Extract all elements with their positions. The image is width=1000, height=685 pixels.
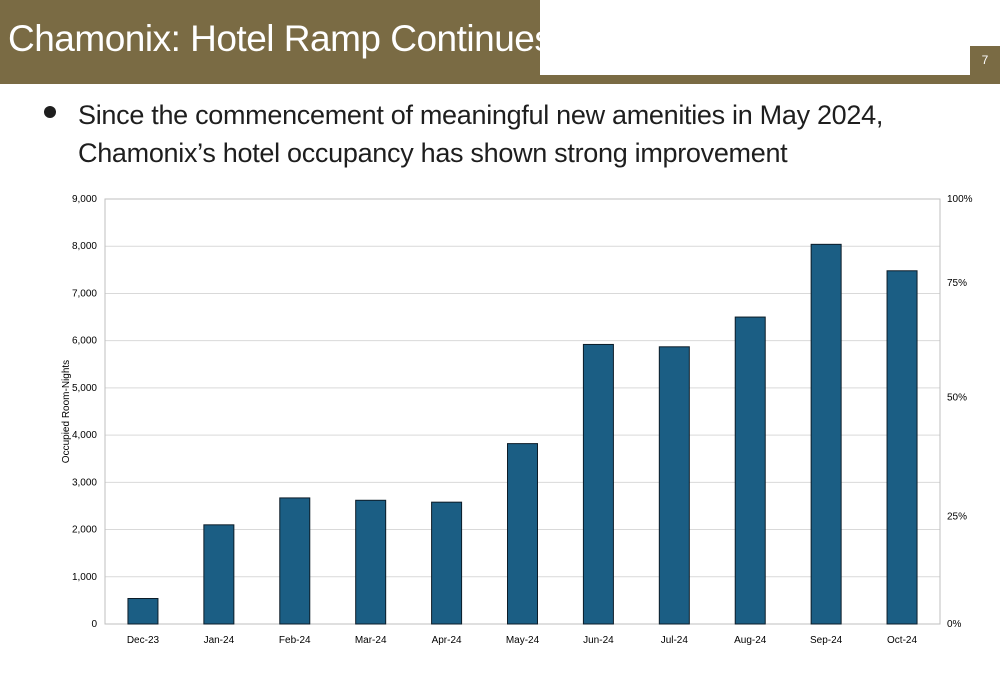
bar (279, 497, 311, 625)
y2-tick-label: 25% (947, 511, 967, 522)
bar (810, 243, 842, 625)
y2-tick-label: 0% (947, 619, 962, 630)
slide-title: Chamonix: Hotel Ramp Continues (8, 18, 553, 59)
x-tick-label: Mar-24 (355, 635, 387, 646)
bar (734, 316, 766, 625)
bar (886, 270, 918, 625)
x-tick-label: Jul-24 (661, 635, 689, 646)
y2-tick-label: 100% (947, 194, 973, 205)
bullet-text: Since the commencement of meaningful new… (78, 100, 884, 168)
bar (431, 501, 463, 625)
y-tick-label: 4,000 (72, 430, 97, 441)
y-tick-label: 1,000 (72, 572, 97, 583)
x-tick-label: Sep-24 (810, 635, 843, 646)
y-tick-label: 0 (91, 619, 97, 630)
y2-tick-label: 75% (947, 278, 967, 289)
bar (355, 499, 387, 625)
bar (582, 343, 614, 625)
y-tick-label: 7,000 (72, 288, 97, 299)
x-tick-label: Aug-24 (734, 635, 767, 646)
y-axis-label: Occupied Room-Nights (61, 360, 72, 463)
bar (507, 443, 538, 625)
x-tick-label: Jun-24 (583, 635, 614, 646)
y-tick-label: 3,000 (72, 477, 97, 488)
x-tick-label: Oct-24 (887, 635, 917, 646)
y-tick-label: 9,000 (72, 194, 97, 205)
page-number: 7 (970, 46, 1000, 75)
bar (127, 598, 159, 625)
x-tick-label: Dec-23 (127, 635, 160, 646)
x-tick-label: May-24 (506, 635, 540, 646)
x-tick-label: Feb-24 (279, 635, 311, 646)
y-tick-label: 5,000 (72, 383, 97, 394)
header-white-panel (540, 0, 1000, 75)
y-tick-label: 6,000 (72, 336, 97, 347)
x-tick-label: Apr-24 (432, 635, 462, 646)
bullet-icon (44, 106, 56, 118)
y-tick-label: 2,000 (72, 525, 97, 536)
x-tick-label: Jan-24 (204, 635, 235, 646)
occupancy-bar-chart: 0 1,000 2,000 3,000 4,000 5,000 6,000 7,000 8,00… (61, 194, 973, 646)
y-tick-label: 8,000 (72, 241, 97, 252)
y2-tick-label: 50% (947, 392, 967, 403)
bar (203, 524, 235, 625)
bar (658, 346, 690, 625)
